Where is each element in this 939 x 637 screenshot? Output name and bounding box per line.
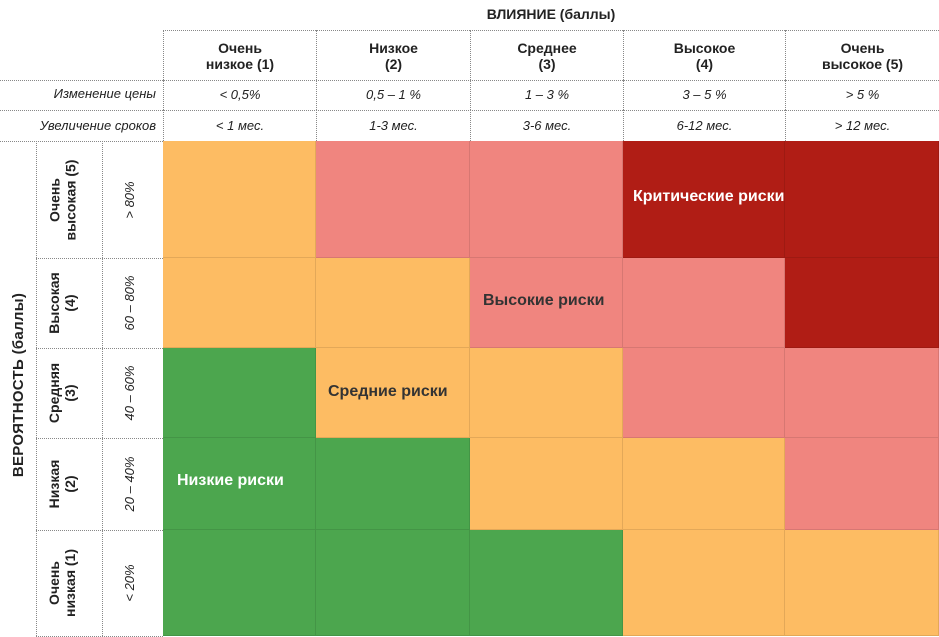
matrix-cell-orange [785, 530, 939, 636]
impact-level-3: Среднее (3) [470, 30, 623, 80]
probability-level-2: Низкая (2) [46, 459, 78, 509]
impact-level-label: Низкое (2) [369, 39, 418, 72]
matrix-cell-red [623, 141, 785, 258]
matrix-cell-green [316, 530, 470, 636]
divider [36, 530, 163, 531]
matrix-cell-green [163, 438, 316, 530]
matrix-cell-red [785, 141, 939, 258]
divider [36, 141, 37, 636]
matrix-cell-pink [785, 348, 939, 438]
matrix-cell-orange [316, 348, 470, 438]
time-scale-5: > 12 мес. [785, 110, 939, 141]
price-scale-4: 3 – 5 % [623, 80, 785, 110]
matrix-cell-pink [470, 258, 623, 348]
impact-level-label: Среднее (3) [517, 39, 577, 72]
matrix-cell-orange [623, 438, 785, 530]
impact-level-label: Очень высокое (5) [821, 39, 904, 72]
impact-level-1: Очень низкое (1) [163, 30, 316, 80]
matrix-cell-green [163, 348, 316, 438]
probability-range-2: 20 – 40% [122, 456, 137, 512]
matrix-cell-orange [470, 438, 623, 530]
probability-axis-title: ВЕРОЯТНОСТЬ (баллы) [10, 292, 27, 478]
price-scale-1: < 0,5% [163, 80, 316, 110]
divider [36, 348, 163, 349]
matrix-cell-pink [316, 141, 470, 258]
probability-range-5: > 80% [122, 180, 137, 219]
price-row-label: Изменение цены [53, 86, 156, 101]
divider [102, 141, 103, 636]
matrix-cell-orange [623, 530, 785, 636]
time-row-label: Увеличение сроков [39, 118, 156, 133]
zone-label-medium: Средние риски [328, 383, 448, 400]
price-scale-3: 1 – 3 % [470, 80, 623, 110]
price-scale-5: > 5 % [785, 80, 939, 110]
price-scale-2: 0,5 – 1 % [316, 80, 470, 110]
impact-axis-title: ВЛИЯНИЕ (баллы) [486, 6, 616, 22]
probability-range-1: < 20% [122, 564, 137, 602]
zone-label-low: Низкие риски [177, 472, 284, 489]
probability-level-3: Средняя (3) [46, 362, 78, 424]
divider [36, 438, 163, 439]
matrix-cell-pink [470, 141, 623, 258]
matrix-cell-green [163, 530, 316, 636]
matrix-cell-green [316, 438, 470, 530]
matrix-cell-orange [470, 348, 623, 438]
matrix-cell-orange [163, 141, 316, 258]
probability-range-3: 40 – 60% [122, 365, 137, 421]
divider [36, 258, 163, 259]
impact-level-label: Очень низкое (1) [205, 39, 275, 72]
matrix-cell-green [470, 530, 623, 636]
time-scale-2: 1-3 мес. [316, 110, 470, 141]
time-scale-4: 6-12 мес. [623, 110, 785, 141]
divider [0, 110, 939, 111]
matrix-cell-pink [623, 348, 785, 438]
impact-level-5: Очень высокое (5) [785, 30, 939, 80]
matrix-cell-pink [623, 258, 785, 348]
time-scale-3: 3-6 мес. [470, 110, 623, 141]
probability-level-4: Высокая (4) [46, 272, 78, 334]
time-scale-1: < 1 мес. [163, 110, 316, 141]
matrix-cell-orange [163, 258, 316, 348]
probability-level-5: Очень высокая (5) [46, 159, 78, 240]
impact-level-2: Низкое (2) [316, 30, 470, 80]
zone-label-high: Высокие риски [483, 292, 605, 309]
impact-level-label: Высокое (4) [673, 39, 736, 72]
matrix-cell-pink [785, 438, 939, 530]
probability-range-4: 60 – 80% [122, 275, 137, 331]
impact-level-4: Высокое (4) [623, 30, 785, 80]
divider [0, 80, 939, 81]
matrix-cell-orange [316, 258, 470, 348]
probability-level-1: Очень низкая (1) [46, 549, 78, 617]
zone-label-critical: Критические риски [633, 188, 785, 205]
matrix-cell-red [785, 258, 939, 348]
